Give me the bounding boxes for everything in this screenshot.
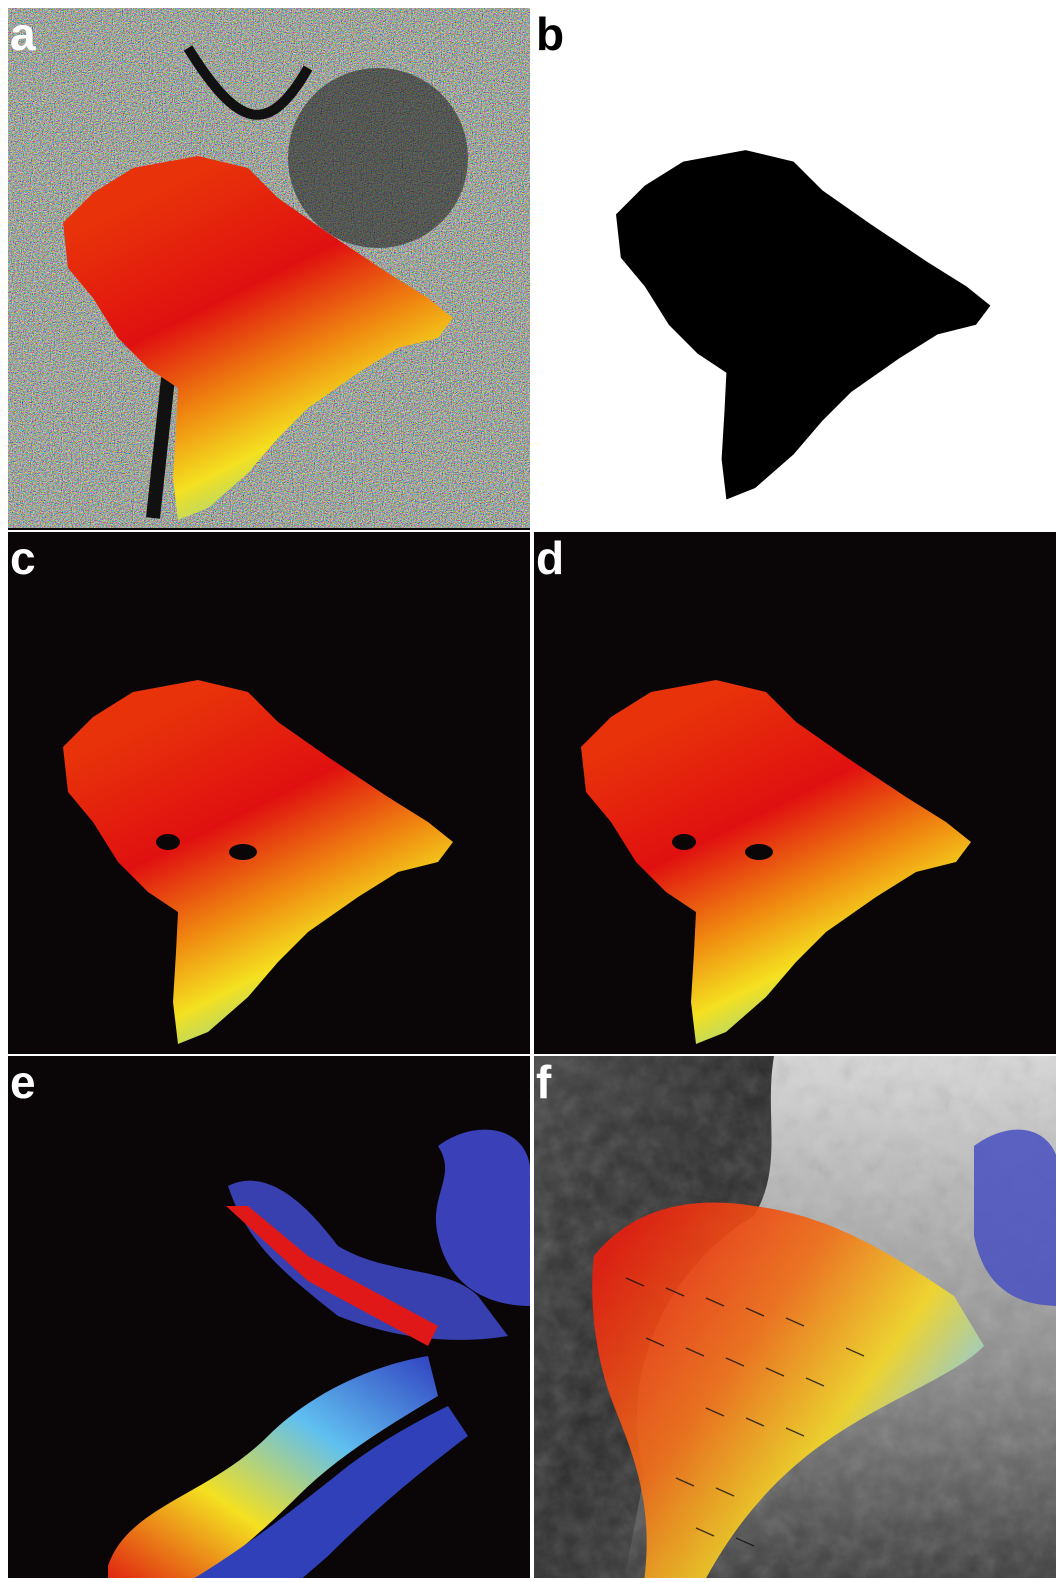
panel-label: e <box>10 1056 36 1108</box>
panel-a: a <box>8 8 530 530</box>
panel-label: a <box>10 8 36 60</box>
blob <box>194 1406 468 1578</box>
panel-f: f <box>534 1056 1056 1578</box>
panel-c: c <box>8 532 530 1054</box>
panel-label: f <box>536 1056 552 1108</box>
blob <box>435 1129 530 1306</box>
panel-d: d <box>534 532 1056 1054</box>
blob <box>228 1180 508 1340</box>
strip <box>108 1356 438 1578</box>
panel-label: b <box>536 8 564 60</box>
strip <box>226 1206 438 1346</box>
panel-label: d <box>536 532 564 584</box>
flow-arrows <box>625 1277 865 1547</box>
panel-label: c <box>10 532 36 584</box>
panel-e: e <box>8 1056 530 1578</box>
panel-b: b <box>534 8 1056 530</box>
